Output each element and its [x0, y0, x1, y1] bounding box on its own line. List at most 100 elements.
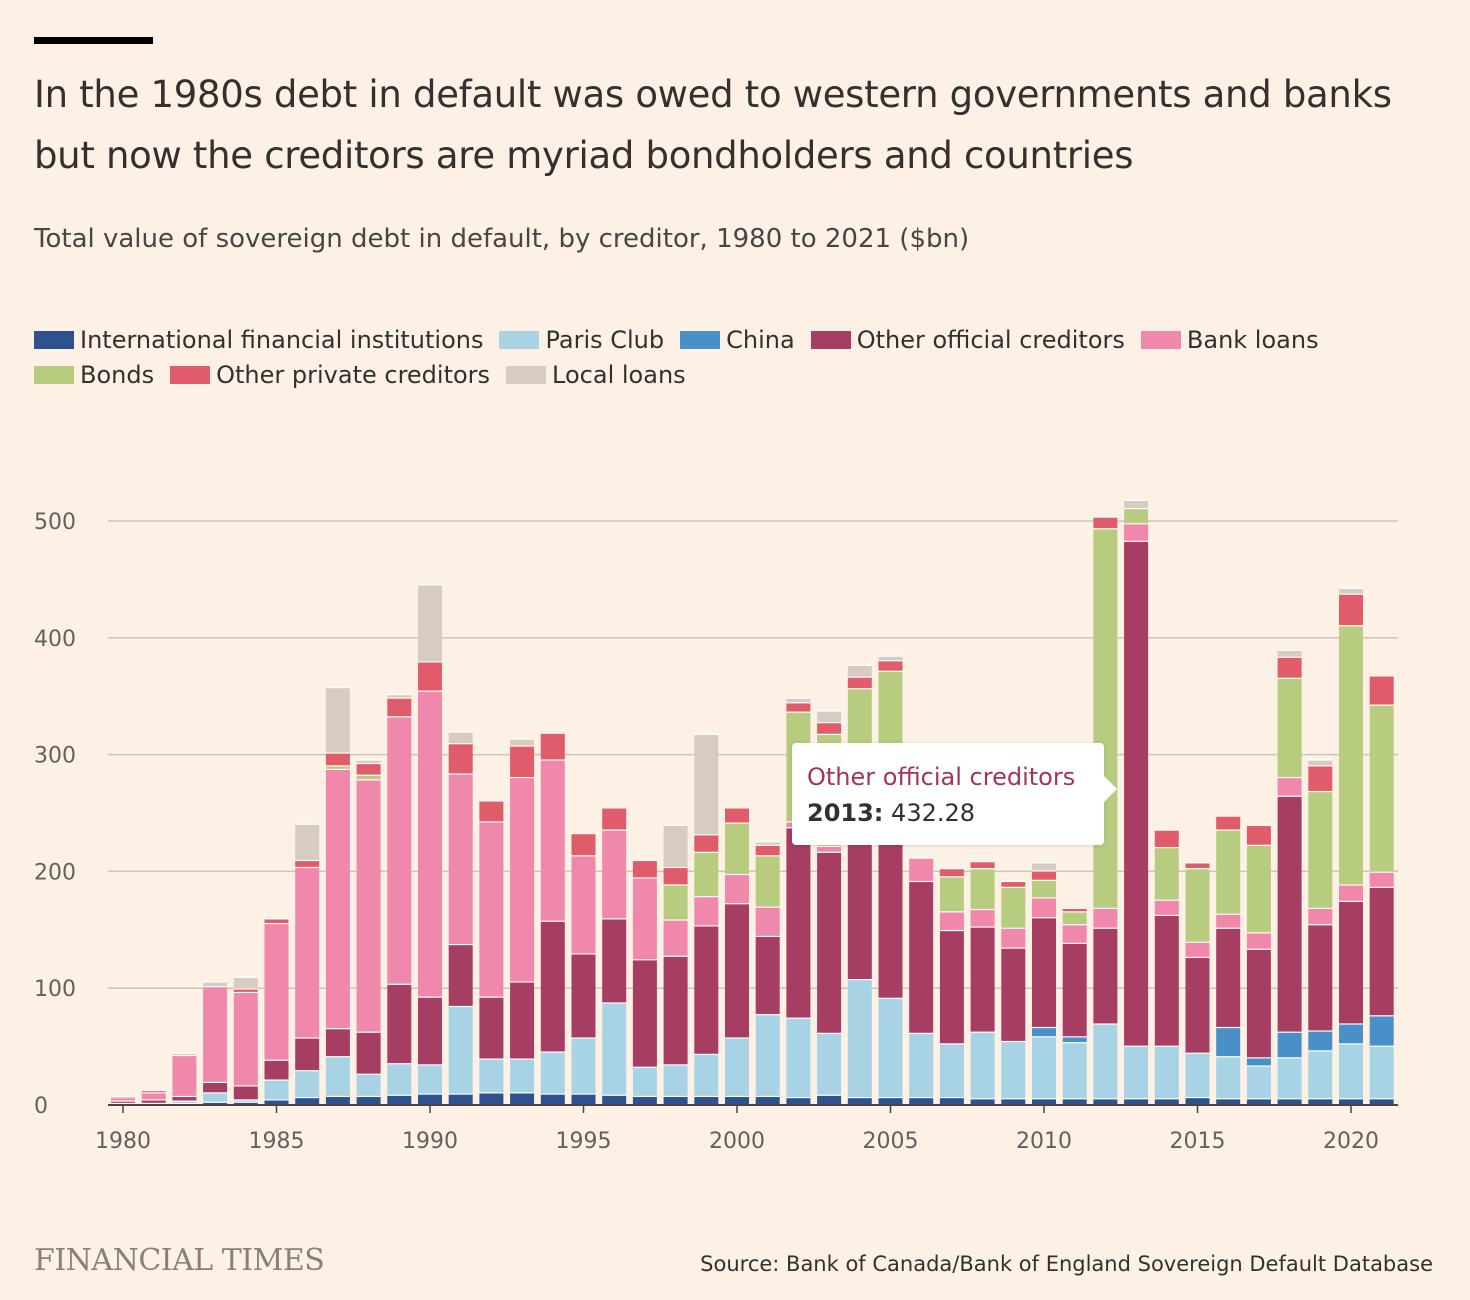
bar-segment — [909, 858, 934, 881]
bar-separator — [817, 733, 842, 735]
bar-separator — [203, 986, 228, 988]
bar-segment — [1216, 928, 1241, 1027]
bar-segment — [939, 930, 964, 1044]
bar-separator — [1246, 1057, 1271, 1059]
bar-segment — [1001, 1041, 1026, 1099]
bar-separator — [632, 1095, 657, 1098]
bar-separator — [817, 1032, 842, 1034]
bar-segment — [909, 1033, 934, 1097]
bar-separator — [540, 1093, 565, 1095]
bar-separator — [479, 1058, 504, 1060]
bar-segment — [264, 1080, 289, 1100]
bar-segment — [233, 992, 258, 1086]
bar-separator — [264, 1079, 289, 1081]
bar-segment — [1185, 957, 1210, 1053]
legend-item-bank-loans[interactable]: Bank loans — [1140, 326, 1319, 354]
bar-segment — [356, 775, 381, 780]
legend-item-paris-club[interactable]: Paris Club — [499, 326, 664, 354]
bar-separator — [1277, 1057, 1302, 1059]
legend-item-other-official[interactable]: Other official creditors — [810, 326, 1125, 354]
bar-separator — [203, 981, 228, 983]
x-tick-label: 2000 — [709, 1129, 765, 1154]
bar-segment — [111, 1096, 135, 1098]
legend-item-ifi[interactable]: International financial institutions — [34, 326, 483, 354]
bar-segment — [172, 1055, 197, 1096]
bar-separator — [1001, 880, 1026, 883]
bar-segment — [1369, 1099, 1394, 1104]
bar-segment — [1032, 1099, 1056, 1104]
bar-segment — [448, 1006, 473, 1094]
bar-separator — [1124, 1045, 1149, 1047]
legend-label: Bonds — [80, 360, 155, 389]
bar-separator — [1093, 528, 1118, 530]
bar-separator — [909, 880, 934, 883]
bar-segment — [510, 746, 535, 777]
bar-segment — [203, 1082, 228, 1093]
legend-item-local-loans[interactable]: Local loans — [506, 361, 686, 389]
bar-segment — [1032, 871, 1056, 880]
bar-separator — [418, 584, 442, 586]
bar-separator — [663, 1064, 688, 1066]
bar-separator — [571, 953, 596, 955]
legend-item-other-private[interactable]: Other private creditors — [170, 361, 490, 389]
bar-segment — [602, 1095, 627, 1104]
bar-separator — [694, 1095, 719, 1098]
bar-segment — [970, 862, 995, 869]
bar-separator — [141, 1092, 166, 1094]
bar-separator — [1154, 899, 1179, 901]
bar-separator — [1032, 1036, 1056, 1038]
legend-swatch — [170, 365, 211, 384]
legend-item-china[interactable]: China — [680, 326, 795, 354]
bar-separator — [1369, 704, 1394, 706]
bar-segment — [1124, 541, 1149, 1046]
bar-segment — [1154, 848, 1179, 900]
bar-separator — [725, 807, 749, 809]
bar-separator — [878, 1096, 903, 1099]
axes: 0 100 200 300 400 500 1980 1985 1990 1995 2000 2005… — [34, 510, 1398, 1154]
legend-item-bonds[interactable]: Bonds — [34, 361, 154, 389]
bar-segment — [755, 1096, 780, 1104]
bar-separator — [939, 1096, 964, 1099]
bar-separator — [172, 1095, 197, 1098]
bar-separator — [1032, 917, 1056, 919]
bar-separator — [602, 1002, 627, 1004]
bar-separator — [418, 1093, 442, 1095]
bar-segment — [387, 1064, 412, 1095]
bar-separator — [939, 929, 964, 932]
bar-segment — [1124, 500, 1149, 508]
y-tick-label: 300 — [34, 744, 76, 769]
bar-separator — [1216, 1056, 1241, 1058]
bar-segment — [356, 760, 381, 763]
bar-segment — [663, 885, 688, 920]
bar-segment — [448, 744, 473, 774]
chart-title: In the 1980s debt in default was owed to… — [34, 73, 1392, 177]
bar-segment — [1062, 925, 1087, 943]
bar-separator — [939, 868, 964, 870]
bar-segment — [510, 1093, 535, 1104]
bar-separator — [1124, 499, 1149, 502]
bar-separator — [663, 884, 688, 886]
bar-segment — [1308, 908, 1333, 925]
bar-separator — [264, 922, 289, 925]
bar-separator — [1185, 1096, 1210, 1099]
bar-separator — [1277, 1031, 1302, 1033]
bar-segment — [1339, 901, 1363, 1024]
bar-separator — [602, 918, 627, 920]
bar-segment — [540, 921, 565, 1052]
bar-separator — [540, 920, 565, 922]
bar-segment — [1308, 925, 1333, 1031]
bar-segment — [1308, 1099, 1333, 1104]
bar-segment — [141, 1090, 166, 1093]
bar-segment — [847, 1097, 872, 1104]
bar-segment — [755, 907, 780, 936]
bar-segment — [448, 1094, 473, 1104]
y-tick-label: 500 — [34, 510, 76, 535]
bar-separator — [663, 1095, 688, 1098]
bar-segment — [1246, 933, 1271, 949]
bar-separator — [1339, 587, 1363, 589]
bar-separator — [602, 829, 627, 831]
bar-segment — [817, 846, 842, 852]
legend-swatch — [499, 330, 540, 349]
bar-segment — [1369, 872, 1394, 887]
bar-segment — [970, 1099, 995, 1104]
